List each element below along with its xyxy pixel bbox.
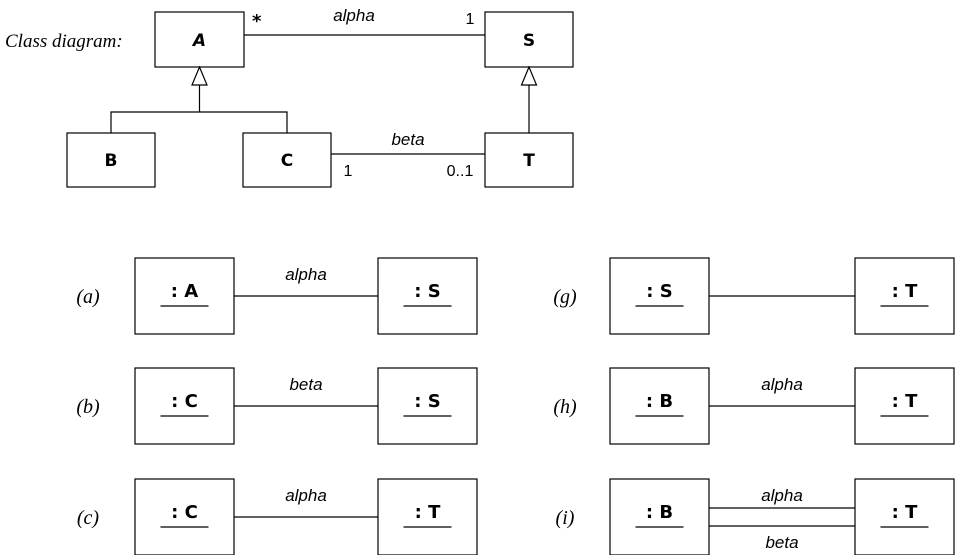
- class-diagram: Class diagram: A S B C T *: [5, 6, 574, 188]
- object-box-right: : T: [377, 478, 478, 555]
- object-name-left: : C: [171, 391, 198, 412]
- object-name-left: : B: [646, 502, 673, 523]
- alpha-multiplicity-s: 1: [466, 11, 475, 28]
- object-diagram-label: (g): [553, 286, 577, 308]
- alpha-label: alpha: [333, 6, 375, 25]
- object-diagrams: (a) : A : S alpha (b) : C : S beta (c) : C : T alph…: [76, 257, 955, 555]
- link-label: alpha: [285, 486, 327, 505]
- alpha-multiplicity-a: *: [252, 11, 262, 32]
- class-b: B: [66, 132, 156, 188]
- object-box-right: : T: [854, 478, 955, 555]
- object-name-right: : T: [415, 502, 441, 523]
- association-beta: beta 1 0..1: [331, 130, 485, 180]
- generalization-arrow-s: [520, 65, 538, 86]
- class-a: A: [154, 11, 245, 68]
- object-box-right: : S: [377, 257, 478, 335]
- class-t: T: [484, 132, 574, 188]
- object-box-left: : S: [609, 257, 710, 335]
- object-name-right: : S: [414, 391, 440, 412]
- object-box-left: : C: [134, 367, 235, 445]
- object-diagram-label: (c): [77, 507, 100, 529]
- class-c: C: [242, 132, 332, 188]
- generalization-a: [110, 65, 288, 133]
- generalization-arrow-a: [191, 65, 208, 86]
- object-diagram-label: (h): [553, 396, 577, 418]
- object-name-left: : A: [171, 281, 198, 302]
- association-alpha: * alpha 1: [244, 6, 485, 36]
- link-label: alpha: [761, 375, 803, 394]
- object-name-left: : S: [646, 281, 672, 302]
- link-top-label: alpha: [761, 486, 803, 505]
- class-b-label: B: [105, 151, 118, 171]
- link-label: beta: [289, 375, 322, 394]
- generalization-s: [520, 65, 538, 133]
- class-s-label: S: [523, 31, 535, 51]
- object-diagram-g: (g) : S : T: [553, 257, 955, 335]
- object-name-right: : T: [892, 281, 918, 302]
- class-t-label: T: [523, 151, 535, 171]
- class-s: S: [484, 11, 574, 68]
- object-diagram-a: (a) : A : S alpha: [76, 257, 478, 335]
- object-diagram-label: (i): [556, 507, 575, 529]
- object-diagram-i: (i) : B : T alpha beta: [556, 478, 955, 555]
- object-name-right: : S: [414, 281, 440, 302]
- object-box-left: : C: [134, 478, 235, 555]
- object-diagram-h: (h) : B : T alpha: [553, 367, 955, 445]
- object-diagram-label: (b): [76, 396, 100, 418]
- beta-multiplicity-c: 1: [344, 163, 353, 180]
- link-label: alpha: [285, 265, 327, 284]
- object-box-left: : A: [134, 257, 235, 335]
- object-diagram-label: (a): [76, 286, 100, 308]
- object-box-right: : T: [854, 367, 955, 445]
- beta-multiplicity-t: 0..1: [447, 163, 474, 180]
- object-name-left: : B: [646, 391, 673, 412]
- object-box-left: : B: [609, 478, 710, 555]
- class-c-label: C: [281, 151, 293, 171]
- object-box-left: : B: [609, 367, 710, 445]
- class-diagram-caption: Class diagram:: [5, 31, 123, 52]
- object-name-right: : T: [892, 391, 918, 412]
- object-name-right: : T: [892, 502, 918, 523]
- link-bottom-label: beta: [765, 533, 798, 552]
- object-diagram-b: (b) : C : S beta: [76, 367, 478, 445]
- object-box-right: : S: [377, 367, 478, 445]
- object-box-right: : T: [854, 257, 955, 335]
- class-a-label: A: [191, 31, 206, 51]
- object-diagram-c: (c) : C : T alpha: [77, 478, 478, 555]
- object-name-left: : C: [171, 502, 198, 523]
- beta-label: beta: [391, 130, 424, 149]
